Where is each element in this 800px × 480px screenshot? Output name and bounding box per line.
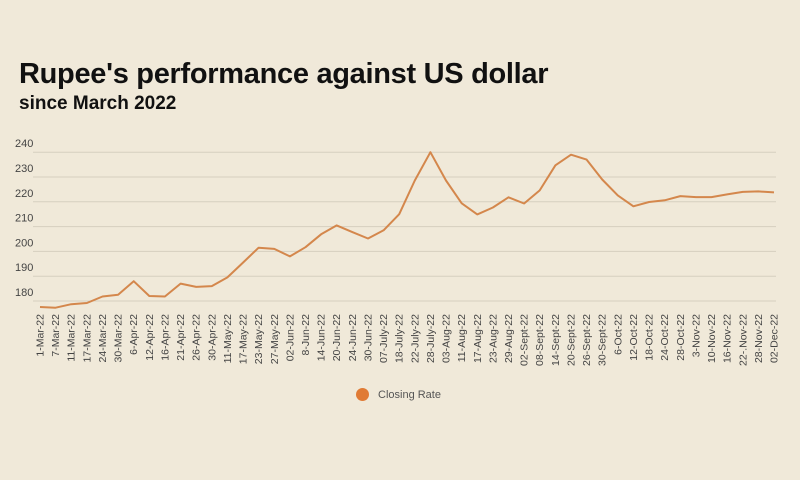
x-tick-label: 22-.Nov-22 (737, 314, 749, 366)
x-tick-label: 16-Apr-22 (159, 314, 171, 361)
x-tick-label: 29-Aug-22 (503, 314, 515, 363)
x-tick-label: 26-Apr-22 (191, 314, 203, 361)
x-tick-label: 17-Aug-22 (472, 314, 484, 363)
x-tick-label: 17-Mar-22 (81, 314, 93, 363)
y-tick-label: 200 (15, 237, 33, 249)
y-tick-label: 190 (15, 262, 33, 274)
x-tick-label: 11-May-22 (222, 314, 234, 364)
x-tick-label: 17-May-22 (238, 314, 250, 364)
x-tick-label: 18-Oct-22 (644, 314, 656, 361)
x-tick-label: 14-Sept-22 (550, 314, 562, 366)
x-tick-label: 30-Jun-22 (362, 314, 374, 361)
x-tick-label: 23-May-22 (253, 314, 265, 364)
x-tick-label: 08-Sept-22 (534, 314, 546, 366)
x-tick-label: 02-Jun-22 (284, 314, 296, 361)
x-tick-label: 7-Mar-22 (50, 314, 62, 357)
legend-label: Closing Rate (378, 388, 441, 401)
chart-subtitle: since March 2022 (19, 93, 177, 114)
x-tick-label: 12-Apr-22 (144, 314, 156, 361)
series-line-closing-rate (39, 151, 775, 309)
x-tick-label: 28-Nov-22 (753, 314, 765, 363)
x-tick-label: 18-July-22 (394, 314, 406, 363)
x-tick-label: 26-Sept-22 (581, 314, 593, 366)
x-tick-label: 03-Aug-22 (441, 314, 453, 363)
y-tick-label: 210 (15, 213, 33, 225)
x-tick-label: 11-Mar-22 (66, 314, 78, 362)
x-tick-label: 27-May-22 (269, 314, 281, 364)
x-tick-label: 3-Nov-22 (690, 314, 702, 357)
x-tick-label: 28-July-22 (425, 314, 437, 363)
x-tick-label: 10-Nov-22 (706, 314, 718, 363)
legend-marker-closing-rate (356, 388, 369, 401)
x-tick-label: 24-Mar-22 (97, 314, 109, 363)
x-tick-label: 30-Apr-22 (206, 314, 218, 361)
x-tick-label: 14-Jun-22 (316, 314, 328, 361)
x-tick-label: 21-Apr-22 (175, 314, 187, 361)
x-tick-label: 1-Mar-22 (35, 314, 47, 357)
x-tick-label: 30-Mar-22 (113, 314, 125, 363)
legend: Closing Rate (356, 388, 441, 401)
x-tick-label: 16-Nov-22 (722, 314, 734, 363)
x-tick-label: 22-July-22 (409, 314, 421, 363)
x-tick-label: 6-Apr-22 (128, 314, 140, 355)
x-tick-label: 28-Oct-22 (675, 314, 687, 361)
x-tick-label: 02-Dec-22 (769, 314, 781, 363)
x-tick-label: 24-Oct-22 (659, 314, 671, 361)
x-tick-label: 02-Sept-22 (519, 314, 531, 366)
x-tick-label: 6-Oct-22 (612, 314, 624, 355)
y-tick-label: 220 (15, 188, 33, 200)
x-tick-label: 24-Jun-22 (347, 314, 359, 361)
x-tick-label: 20-Sept-22 (565, 314, 577, 366)
y-tick-label: 240 (15, 138, 33, 150)
x-tick-label: 30-Sept-22 (597, 314, 609, 366)
x-tick-label: 07-July-22 (378, 314, 390, 363)
x-tick-label: 20-Jun-22 (331, 314, 343, 361)
x-tick-label: 8-Jun-22 (300, 314, 312, 356)
y-tick-label: 230 (15, 163, 33, 175)
x-tick-label: 11-Aug-22 (456, 314, 468, 362)
x-tick-label: 23-Aug-22 (487, 314, 499, 363)
y-tick-label: 180 (15, 287, 33, 299)
x-tick-label: 12-Oct-22 (628, 314, 640, 361)
chart-title: Rupee's performance against US dollar (19, 58, 549, 90)
